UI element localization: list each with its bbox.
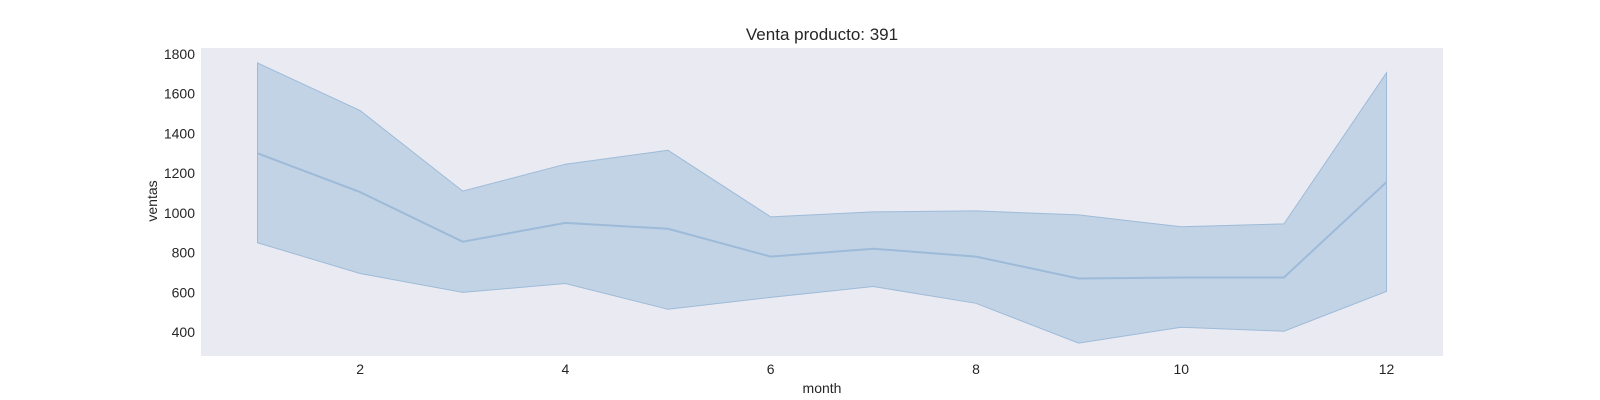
y-axis-ticks: 400 600 800 1000 1200 1400 1600 1800 [164,46,195,340]
x-axis-ticks: 2 4 6 8 10 12 [356,361,1394,377]
x-axis-label: month [803,380,842,396]
confidence-band [257,62,1387,344]
x-tick-label: 4 [561,361,569,377]
y-tick-label: 1600 [164,86,195,102]
x-tick-label: 8 [972,361,980,377]
chart-title: Venta producto: 391 [746,25,898,44]
confidence-band-layer [257,62,1387,344]
y-tick-label: 400 [172,324,196,340]
y-tick-label: 600 [172,284,196,300]
x-tick-label: 12 [1379,361,1395,377]
series-line-layer [257,152,1388,280]
y-tick-label: 1800 [164,46,195,62]
x-tick-label: 10 [1173,361,1189,377]
y-tick-label: 1200 [164,165,195,181]
series-line [257,152,1388,280]
y-tick-label: 800 [172,245,196,261]
y-tick-label: 1400 [164,125,195,141]
y-tick-label: 1000 [164,205,195,221]
y-axis-label: ventas [144,180,160,221]
x-tick-label: 6 [767,361,775,377]
x-tick-label: 2 [356,361,364,377]
